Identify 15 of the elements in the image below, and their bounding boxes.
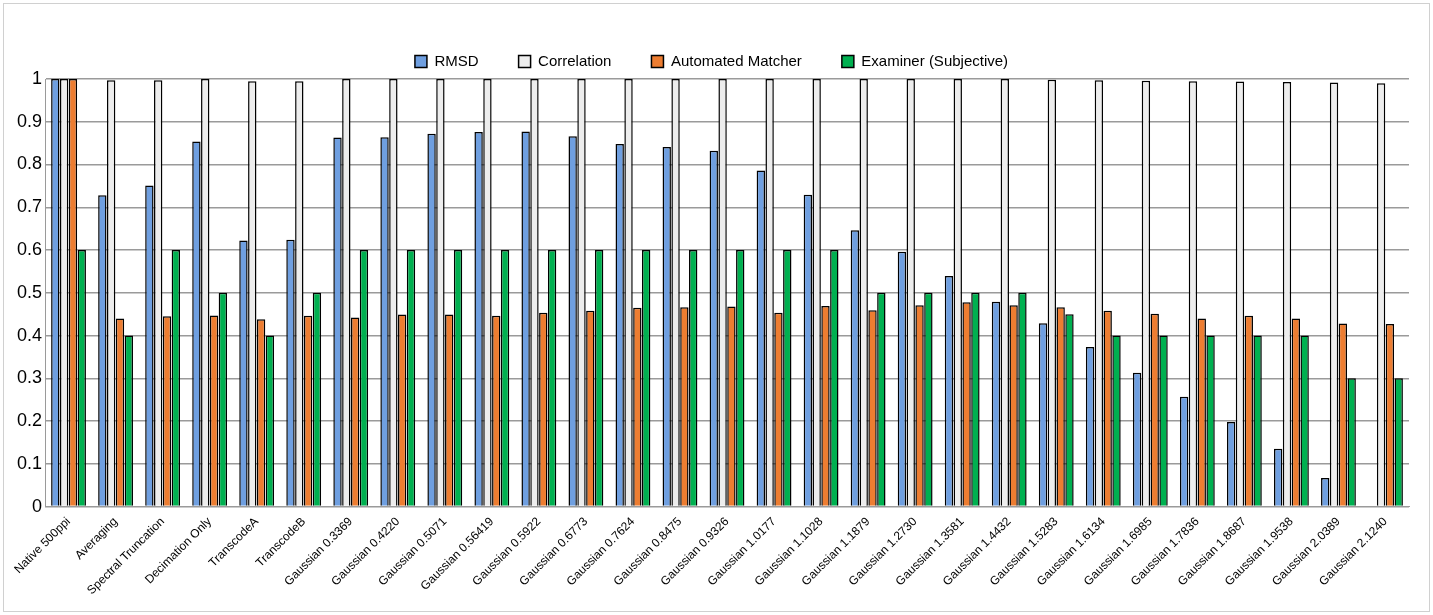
y-tick-label: 0.7 [16, 196, 43, 217]
y-tick-label: 0 [32, 495, 43, 516]
y-tick-label: 1 [32, 67, 43, 88]
y-tick-label: 0.1 [16, 452, 43, 473]
legend-label: Automated Matcher [670, 51, 802, 69]
legend-label: Examiner (Subjective) [861, 51, 1009, 69]
y-tick-label: 0.6 [16, 238, 43, 259]
y-tick-label: 0.8 [16, 153, 43, 174]
legend-label: Correlation [538, 51, 612, 69]
y-tick-label: 0.4 [16, 324, 43, 345]
y-tick-label: 0.2 [16, 410, 43, 431]
y-tick-label: 0.9 [16, 110, 43, 131]
legend-label: RMSD [434, 51, 479, 69]
y-tick-label: 0.5 [16, 281, 43, 302]
y-tick-label: 0.3 [16, 367, 43, 388]
